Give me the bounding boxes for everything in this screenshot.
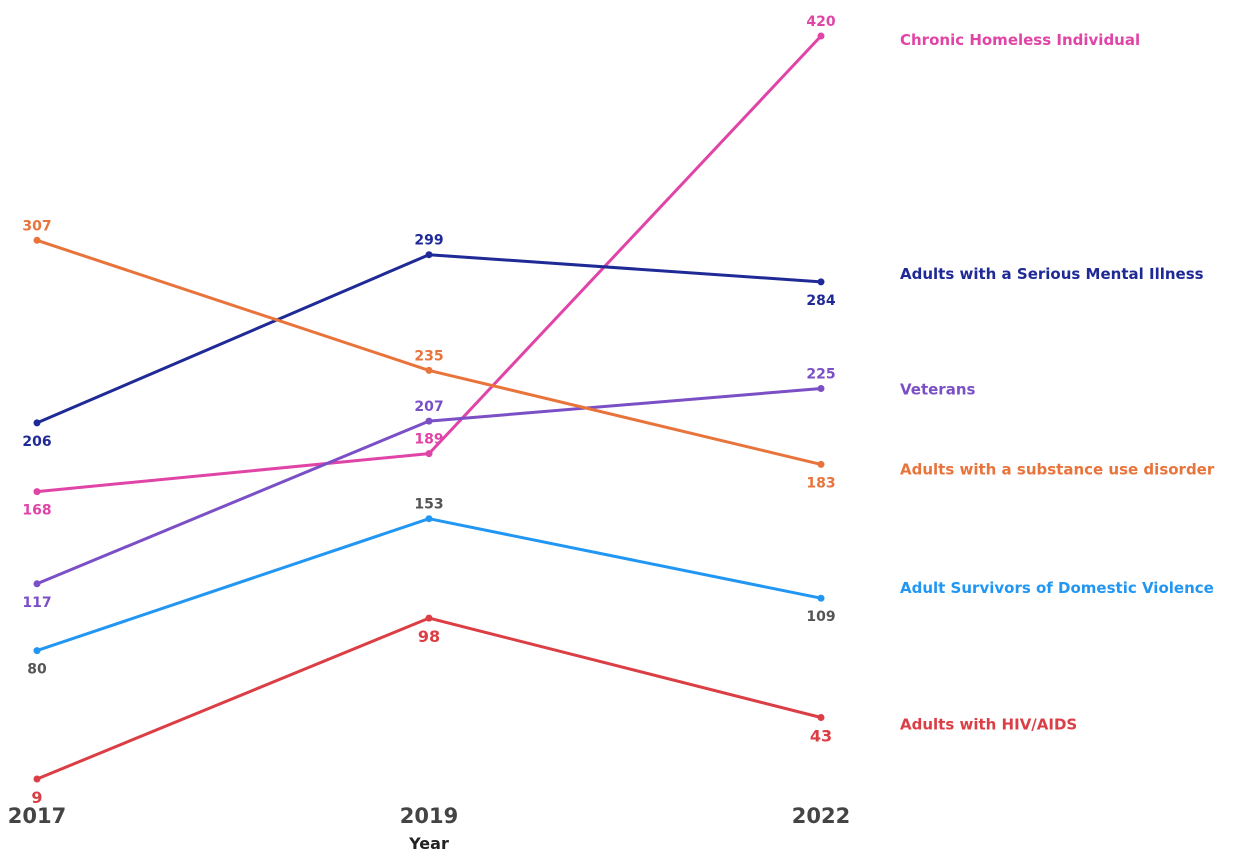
data-label: 225 (806, 367, 835, 383)
data-point (33, 580, 41, 588)
data-point (817, 32, 825, 40)
series-name-label: Adults with HIV/AIDS (900, 716, 1077, 734)
series-points (33, 32, 825, 783)
x-axis: 2017 2019 2022 Year (8, 804, 850, 853)
data-label: 299 (414, 233, 443, 249)
data-label: 43 (810, 727, 832, 746)
series-name-label: Adults with a substance use disorder (900, 460, 1215, 478)
data-point (817, 460, 825, 468)
data-label: 117 (22, 595, 51, 611)
data-label: 189 (414, 432, 443, 448)
series-name-label: Adult Survivors of Domestic Violence (900, 579, 1214, 597)
data-point (425, 366, 433, 374)
data-label: 235 (414, 348, 443, 364)
data-point (425, 515, 433, 523)
data-point (425, 614, 433, 622)
x-tick-label: 2022 (792, 804, 850, 828)
data-point (33, 647, 41, 655)
data-point (33, 419, 41, 427)
data-label: 307 (22, 218, 51, 234)
data-point (817, 278, 825, 286)
data-label: 168 (22, 503, 51, 519)
series-name-label: Veterans (900, 381, 976, 399)
value-labels: 168 189 420 206 299 284 117 207 225 307 235 183 80 15… (22, 14, 835, 807)
data-label: 183 (806, 475, 835, 491)
data-point (425, 450, 433, 458)
data-label: 109 (806, 609, 835, 625)
data-label: 207 (414, 399, 443, 415)
x-axis-title: Year (408, 834, 449, 853)
data-label: 98 (418, 627, 440, 646)
data-point (33, 488, 41, 496)
data-point (817, 385, 825, 392)
data-label: 9 (31, 788, 42, 807)
series-name-label: Chronic Homeless Individual (900, 31, 1140, 49)
x-tick-label: 2017 (8, 804, 66, 828)
series-name-labels: Chronic Homeless Individual Adults with a… (900, 31, 1215, 734)
data-point (817, 594, 825, 602)
data-label: 284 (806, 293, 835, 309)
data-point (33, 775, 41, 783)
x-tick-label: 2019 (400, 804, 458, 828)
data-label: 153 (414, 497, 443, 513)
data-point (425, 251, 433, 259)
data-label: 420 (806, 14, 835, 30)
data-label: 206 (22, 434, 51, 450)
data-point (33, 236, 41, 244)
series-name-label: Adults with a Serious Mental Illness (900, 265, 1204, 283)
data-label: 80 (27, 662, 47, 678)
data-point (425, 417, 433, 425)
data-point (817, 714, 825, 721)
